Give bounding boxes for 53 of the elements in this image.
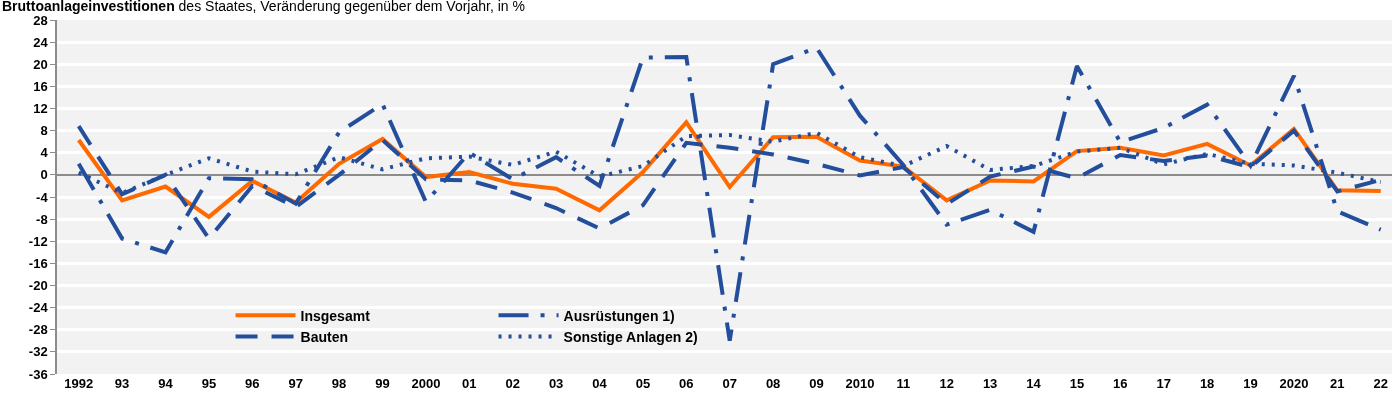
- x-tick-label: 99: [375, 376, 390, 391]
- x-tick-label: 93: [114, 376, 130, 391]
- x-tick-label: 02: [505, 376, 520, 391]
- x-tick-label: 09: [809, 376, 824, 391]
- x-tick-label: 05: [635, 376, 651, 391]
- x-tick-label: 98: [331, 376, 347, 391]
- legend-label: Insgesamt: [300, 307, 371, 324]
- y-tick-label: 20: [33, 56, 48, 72]
- x-tick-label: 06: [679, 376, 694, 391]
- x-tick-label: 15: [1069, 376, 1085, 391]
- y-tick-label: 28: [33, 12, 48, 28]
- x-tick-label: 2010: [845, 376, 875, 391]
- y-tick-label: 0: [40, 167, 48, 183]
- y-tick-label: -24: [28, 300, 49, 316]
- x-tick-label: 14: [1026, 376, 1042, 391]
- x-tick-label: 95: [201, 376, 217, 391]
- x-tick-label: 07: [722, 376, 737, 391]
- x-tick-label: 04: [592, 376, 608, 391]
- x-tick-label: 01: [462, 376, 477, 391]
- x-tick-label: 12: [939, 376, 954, 391]
- x-tick-label: 22: [1373, 376, 1388, 391]
- y-tick-label: 8: [40, 123, 48, 139]
- y-tick-label: -20: [28, 278, 48, 294]
- legend-label: Sonstige Anlagen 2): [563, 329, 698, 346]
- x-tick-label: 21: [1330, 376, 1345, 391]
- x-tick-label: 1992: [64, 376, 94, 391]
- x-tick-label: 16: [1113, 376, 1128, 391]
- x-tick-label: 2020: [1279, 376, 1309, 391]
- y-tick-label: 12: [33, 101, 48, 117]
- y-tick-label: -28: [28, 322, 48, 338]
- x-tick-label: 08: [765, 376, 781, 391]
- y-tick-label: 4: [40, 145, 49, 161]
- y-tick-label: -8: [36, 211, 48, 227]
- y-tick-label: 16: [33, 78, 48, 94]
- legend-label: Bauten: [300, 329, 348, 346]
- x-tick-label: 2000: [411, 376, 441, 391]
- x-tick-label: 97: [288, 376, 303, 391]
- x-tick-label: 18: [1199, 376, 1215, 391]
- y-tick-label: -16: [28, 255, 48, 271]
- y-tick-label: 24: [33, 34, 49, 50]
- x-tick-label: 96: [245, 376, 260, 391]
- x-tick-label: 11: [896, 376, 911, 391]
- x-tick-label: 19: [1243, 376, 1258, 391]
- x-tick-label: 13: [982, 376, 998, 391]
- x-tick-label: 94: [158, 376, 174, 391]
- x-tick-label: 03: [548, 376, 564, 391]
- legend-label: Ausrüstungen 1): [563, 307, 675, 324]
- y-tick-label: -36: [28, 366, 48, 382]
- x-tick-label: 17: [1156, 376, 1171, 391]
- chart-title: Bruttoanlageinvestitionen des Staates, Veränderung gegenüber dem Vorjahr, in %: [2, 0, 525, 14]
- y-tick-label: -32: [28, 344, 48, 360]
- y-tick-label: -12: [28, 233, 48, 249]
- y-tick-label: -4: [36, 189, 49, 205]
